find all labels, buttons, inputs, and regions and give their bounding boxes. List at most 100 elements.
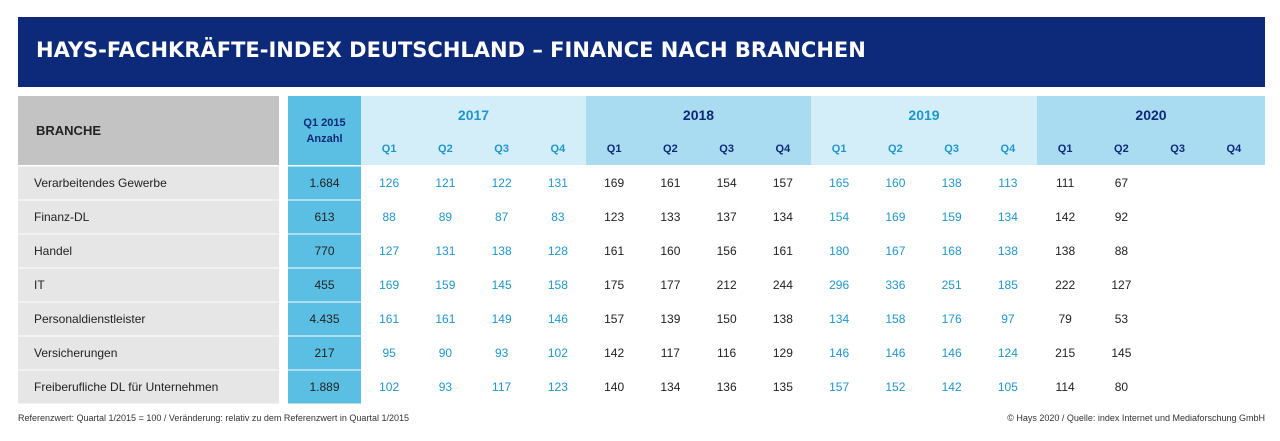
- quarter-label-2017-Q3: Q3: [494, 143, 509, 155]
- branche-header-label: BRANCHE: [36, 123, 101, 138]
- cell-value: 296: [829, 278, 849, 292]
- cell-value: 176: [942, 312, 962, 326]
- cell-value: 121: [435, 176, 455, 190]
- cell-value: 149: [492, 312, 512, 326]
- cell-value: 154: [717, 176, 737, 190]
- cell-value: 157: [773, 176, 793, 190]
- cell-value: 93: [495, 346, 509, 360]
- cell-value: 142: [604, 346, 624, 360]
- ref-header-line1: Q1 2015: [303, 117, 345, 129]
- cell-value: 180: [829, 244, 849, 258]
- cell-value: 79: [1058, 312, 1072, 326]
- cell-value: 88: [382, 210, 396, 224]
- cell-value: 113: [998, 176, 1017, 190]
- cell-value: 156: [717, 244, 737, 258]
- cell-value: 129: [773, 346, 793, 360]
- cell-value: 83: [551, 210, 565, 224]
- cell-value: 134: [829, 312, 849, 326]
- footer-note: Referenzwert: Quartal 1/2015 = 100 / Ver…: [18, 413, 409, 423]
- cell-value: 126: [379, 176, 399, 190]
- cell-value: 122: [492, 176, 512, 190]
- cell-value: 142: [1055, 210, 1075, 224]
- year-label-2018: 2018: [683, 107, 714, 123]
- ref-value: 217: [314, 346, 334, 360]
- cell-value: 116: [717, 346, 736, 360]
- cell-value: 88: [1115, 244, 1129, 258]
- cell-value: 146: [885, 346, 905, 360]
- year-header-2018: [586, 96, 811, 165]
- cell-value: 123: [548, 380, 568, 394]
- cell-value: 177: [660, 278, 680, 292]
- cell-value: 251: [942, 278, 962, 292]
- quarter-label-2018-Q2: Q2: [663, 143, 678, 155]
- cell-value: 111: [1056, 176, 1075, 190]
- cell-value: 159: [942, 210, 962, 224]
- cell-value: 160: [660, 244, 680, 258]
- cell-value: 89: [439, 210, 453, 224]
- cell-value: 134: [773, 210, 793, 224]
- cell-value: 185: [998, 278, 1018, 292]
- cell-value: 138: [773, 312, 793, 326]
- cell-value: 131: [435, 244, 455, 258]
- cell-value: 128: [548, 244, 568, 258]
- cell-value: 159: [435, 278, 455, 292]
- cell-value: 80: [1115, 380, 1129, 394]
- cell-value: 138: [942, 176, 962, 190]
- ref-value: 4.435: [309, 312, 339, 326]
- cell-value: 175: [604, 278, 624, 292]
- cell-value: 137: [717, 210, 737, 224]
- cell-value: 67: [1115, 176, 1129, 190]
- quarter-label-2019-Q4: Q4: [1001, 143, 1017, 155]
- row-label: Versicherungen: [34, 346, 117, 360]
- cell-value: 92: [1115, 210, 1129, 224]
- cell-value: 145: [1111, 346, 1131, 360]
- cell-value: 158: [885, 312, 905, 326]
- row-label: Personaldienstleister: [34, 312, 145, 326]
- quarter-label-2018-Q3: Q3: [719, 143, 734, 155]
- quarter-label-2020-Q3: Q3: [1170, 143, 1185, 155]
- branche-header-cell: [18, 96, 279, 165]
- cell-value: 142: [942, 380, 962, 394]
- row-label: Verarbeitendes Gewerbe: [34, 176, 167, 190]
- year-label-2019: 2019: [908, 107, 939, 123]
- cell-value: 169: [379, 278, 399, 292]
- cell-value: 150: [717, 312, 737, 326]
- cell-value: 138: [998, 244, 1018, 258]
- page-title: HAYS-FACHKRÄFTE-INDEX DEUTSCHLAND – FINA…: [36, 38, 866, 62]
- cell-value: 136: [717, 380, 737, 394]
- title-bar: HAYS-FACHKRÄFTE-INDEX DEUTSCHLAND – FINA…: [18, 17, 1265, 87]
- row-label-column: [18, 166, 279, 404]
- cell-value: 161: [435, 312, 455, 326]
- cell-value: 95: [382, 346, 396, 360]
- quarter-label-2020-Q4: Q4: [1227, 143, 1243, 155]
- cell-value: 336: [885, 278, 905, 292]
- cell-value: 123: [604, 210, 624, 224]
- cell-value: 152: [885, 380, 905, 394]
- cell-value: 161: [379, 312, 399, 326]
- ref-value: 1.684: [309, 176, 339, 190]
- quarter-label-2018-Q4: Q4: [776, 143, 792, 155]
- cell-value: 93: [439, 380, 453, 394]
- cell-value: 168: [942, 244, 962, 258]
- row-label: Handel: [34, 244, 72, 258]
- cell-value: 157: [829, 380, 849, 394]
- quarter-label-2019-Q3: Q3: [944, 143, 959, 155]
- ref-value: 613: [314, 210, 334, 224]
- cell-value: 140: [604, 380, 624, 394]
- cell-value: 145: [492, 278, 512, 292]
- cell-value: 160: [885, 176, 905, 190]
- cell-value: 117: [492, 380, 511, 394]
- cell-value: 146: [829, 346, 849, 360]
- row-label: IT: [34, 278, 45, 292]
- cell-value: 127: [1111, 278, 1131, 292]
- ref-value: 770: [314, 244, 334, 258]
- cell-value: 53: [1115, 312, 1129, 326]
- cell-value: 102: [379, 380, 399, 394]
- cell-value: 222: [1055, 278, 1075, 292]
- cell-value: 169: [885, 210, 905, 224]
- quarter-label-2017-Q1: Q1: [382, 143, 397, 155]
- quarter-label-2019-Q1: Q1: [832, 143, 847, 155]
- cell-value: 138: [492, 244, 512, 258]
- cell-value: 134: [660, 380, 680, 394]
